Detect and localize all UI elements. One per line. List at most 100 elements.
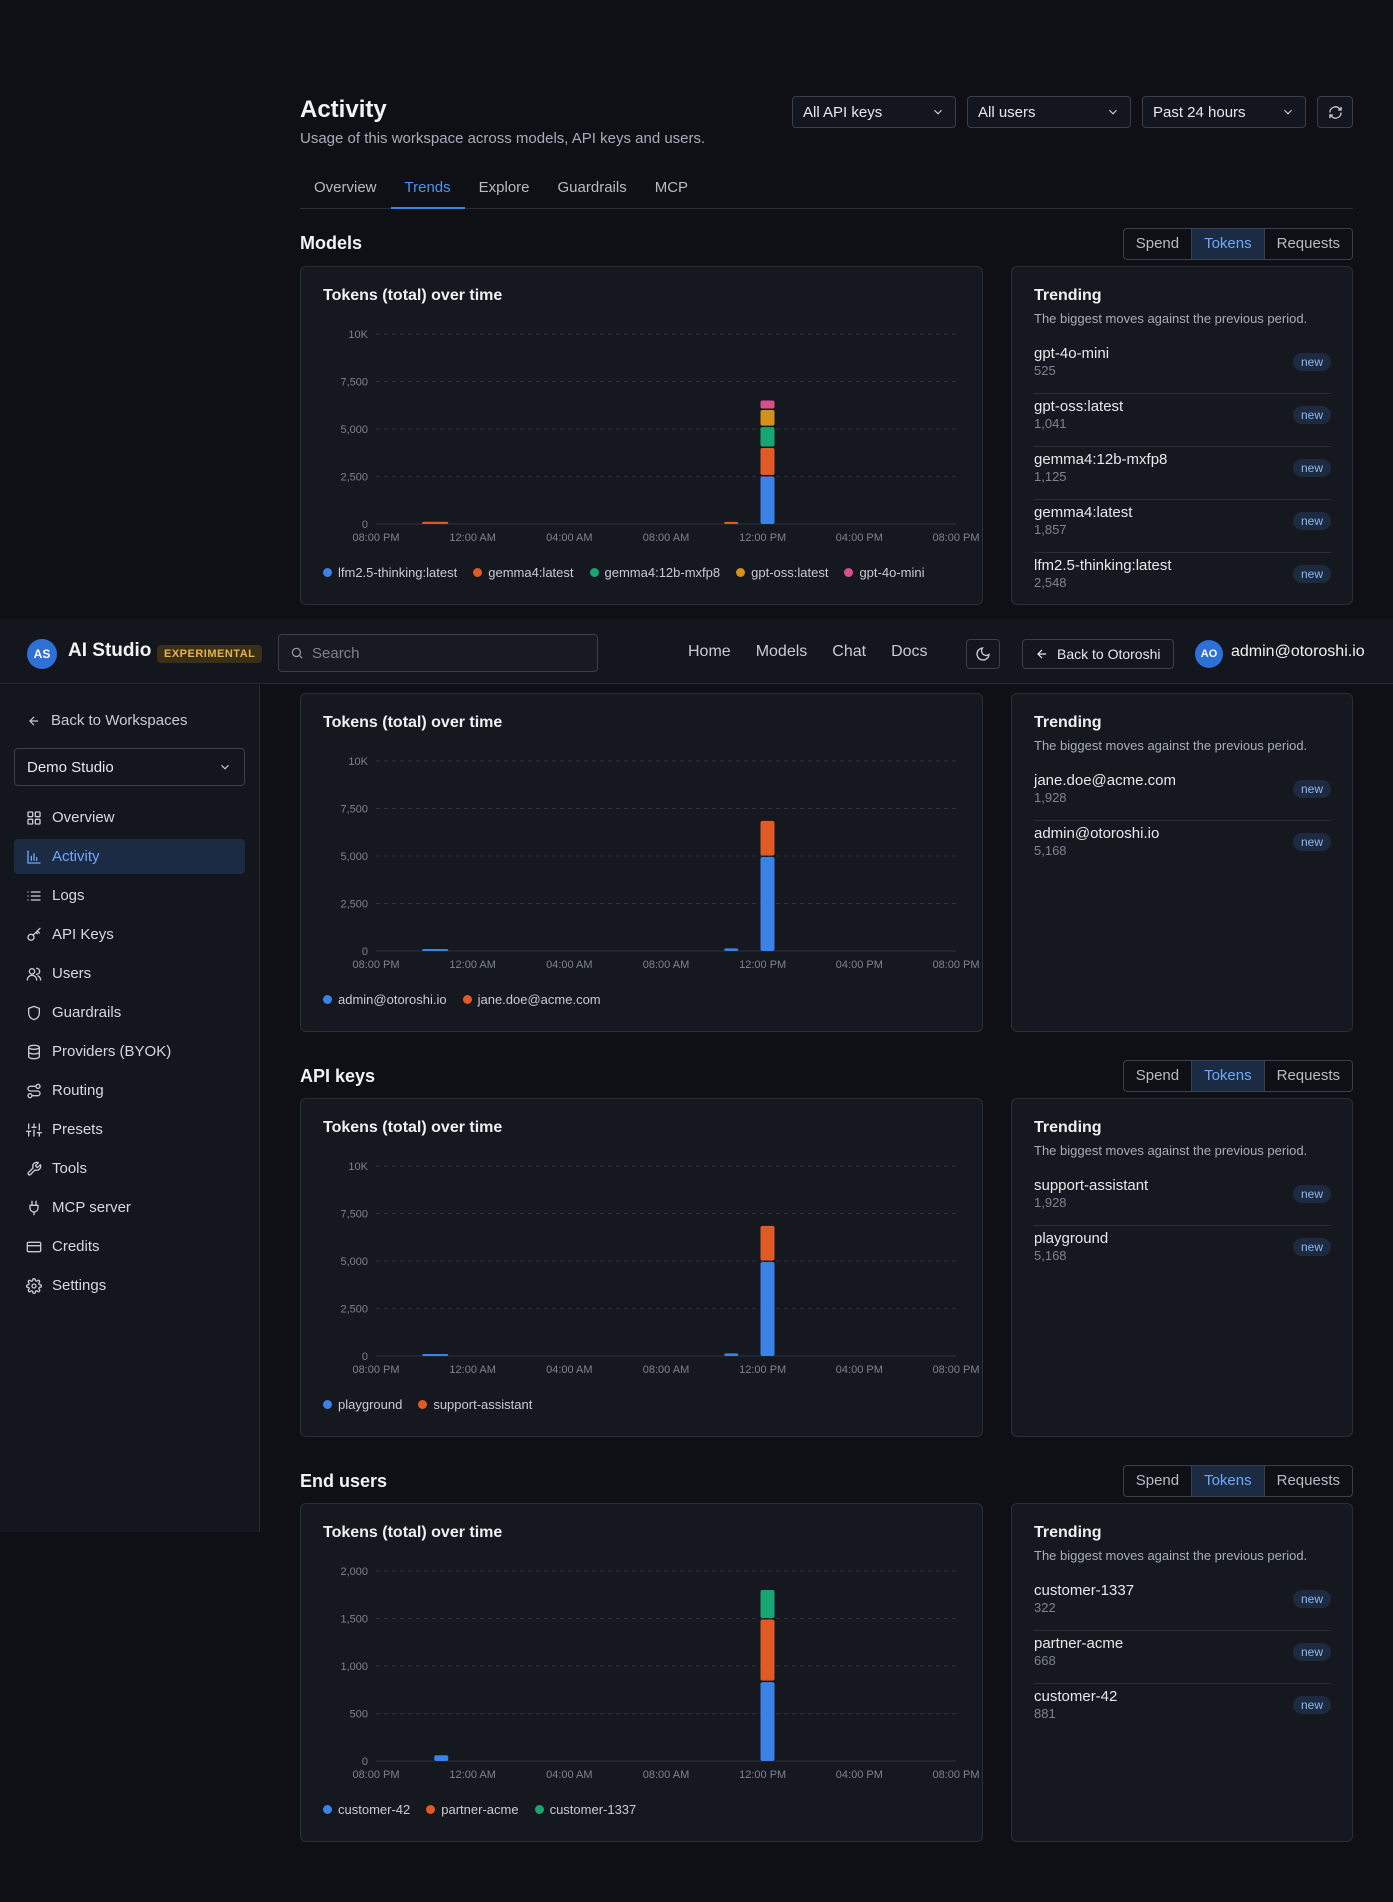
bar-segment[interactable] bbox=[724, 1353, 739, 1356]
bar-segment[interactable] bbox=[760, 410, 775, 426]
sidebar-item-guardrails[interactable]: Guardrails bbox=[14, 995, 245, 1030]
nav-link-docs[interactable]: Docs bbox=[891, 643, 928, 660]
list-item[interactable]: partner-acme 668 new bbox=[1034, 1631, 1331, 1684]
list-item[interactable]: gpt-oss:latest 1,041 new bbox=[1034, 394, 1331, 447]
bar-segment[interactable] bbox=[760, 1590, 775, 1618]
refresh-button[interactable] bbox=[1317, 96, 1353, 128]
bar-segment[interactable] bbox=[422, 521, 437, 524]
sidebar-item-providers-byok[interactable]: Providers (BYOK) bbox=[14, 1034, 245, 1069]
tab-mcp[interactable]: MCP bbox=[654, 179, 689, 196]
grid-icon bbox=[27, 810, 41, 825]
legend-item[interactable]: gpt-4o-mini bbox=[844, 565, 924, 580]
sidebar-item-api-keys[interactable]: API Keys bbox=[14, 917, 245, 952]
sidebar-item-overview[interactable]: Overview bbox=[14, 800, 245, 835]
bar-segment[interactable] bbox=[760, 1682, 775, 1761]
list-item[interactable]: customer-1337 322 new bbox=[1034, 1578, 1331, 1631]
spend-toggle[interactable]: Spend bbox=[1135, 1472, 1180, 1489]
list-item[interactable]: admin@otoroshi.io 5,168 new bbox=[1034, 821, 1331, 874]
legend-item[interactable]: partner-acme bbox=[426, 1802, 519, 1817]
sidebar-item-credits[interactable]: Credits bbox=[14, 1229, 245, 1264]
search-input[interactable] bbox=[312, 644, 572, 662]
status-badge: new bbox=[1292, 1238, 1331, 1256]
trending-list: jane.doe@acme.com 1,928 new admin@otoroshi.… bbox=[1034, 768, 1331, 874]
api-keys-filter[interactable]: All API keys bbox=[792, 96, 956, 128]
back-to-otoroshi-label: Back to Otoroshi bbox=[1057, 646, 1161, 662]
legend-item[interactable]: support-assistant bbox=[418, 1397, 532, 1412]
sidebar-item-mcp-server[interactable]: MCP server bbox=[14, 1190, 245, 1225]
legend-item[interactable]: lfm2.5-thinking:latest bbox=[323, 565, 457, 580]
legend-item[interactable]: customer-42 bbox=[323, 1802, 410, 1817]
legend-swatch bbox=[426, 1805, 436, 1814]
plug-icon bbox=[29, 1200, 39, 1215]
tab-guardrails[interactable]: Guardrails bbox=[557, 179, 627, 196]
theme-toggle-button[interactable] bbox=[966, 639, 1000, 669]
legend-item[interactable]: gemma4:latest bbox=[473, 565, 574, 580]
back-to-workspaces-link[interactable]: Back to Workspaces bbox=[27, 712, 187, 729]
bar-segment[interactable] bbox=[760, 856, 775, 951]
bar-segment[interactable] bbox=[434, 1354, 449, 1356]
spend-toggle[interactable]: Spend bbox=[1135, 235, 1180, 252]
nav-link-chat[interactable]: Chat bbox=[832, 643, 867, 660]
tab-overview[interactable]: Overview bbox=[314, 179, 377, 196]
sidebar-item-tools[interactable]: Tools bbox=[14, 1151, 245, 1186]
sidebar-item-settings[interactable]: Settings bbox=[14, 1268, 245, 1303]
sidebar-item-activity[interactable]: Activity bbox=[14, 839, 245, 874]
list-item[interactable]: customer-42 881 new bbox=[1034, 1684, 1331, 1737]
list-item[interactable]: jane.doe@acme.com 1,928 new bbox=[1034, 768, 1331, 821]
legend-item[interactable]: gpt-oss:latest bbox=[736, 565, 828, 580]
legend-item[interactable]: admin@otoroshi.io bbox=[323, 992, 447, 1007]
tab-trends[interactable]: Trends bbox=[390, 168, 465, 209]
legend-swatch bbox=[323, 568, 332, 577]
bar-segment[interactable] bbox=[760, 820, 775, 856]
bar-segment[interactable] bbox=[724, 948, 739, 951]
nav-links: Home Models Chat Docs bbox=[688, 643, 928, 661]
bar-segment[interactable] bbox=[760, 476, 775, 525]
sidebar-item-presets[interactable]: Presets bbox=[14, 1112, 245, 1147]
bar-segment[interactable] bbox=[422, 1354, 437, 1356]
bar-segment[interactable] bbox=[724, 521, 739, 524]
bar-segment[interactable] bbox=[760, 427, 775, 447]
legend-item[interactable]: gemma4:12b-mxfp8 bbox=[589, 565, 720, 580]
bar-segment[interactable] bbox=[760, 1619, 775, 1681]
nav-link-home[interactable]: Home bbox=[688, 643, 731, 660]
time-range-filter[interactable]: Past 24 hours bbox=[1142, 96, 1306, 128]
x-tick-label: 04:00 AM bbox=[546, 532, 592, 544]
bar-segment[interactable] bbox=[760, 400, 775, 409]
legend-item[interactable]: jane.doe@acme.com bbox=[462, 992, 601, 1007]
legend-item[interactable]: playground bbox=[323, 1397, 402, 1412]
bar-segment[interactable] bbox=[422, 949, 437, 951]
back-to-otoroshi-button[interactable]: Back to Otoroshi bbox=[1022, 639, 1174, 669]
tokens-toggle[interactable]: Tokens bbox=[1191, 1466, 1264, 1496]
list-item[interactable]: support-assistant 1,928 new bbox=[1034, 1173, 1331, 1226]
bar-segment[interactable] bbox=[760, 448, 775, 475]
bar-segment[interactable] bbox=[434, 1755, 449, 1761]
list-item[interactable]: lfm2.5-thinking:latest 2,548 new bbox=[1034, 553, 1331, 606]
list-item[interactable]: playground 5,168 new bbox=[1034, 1226, 1331, 1279]
requests-toggle[interactable]: Requests bbox=[1263, 1466, 1352, 1496]
bar-segment[interactable] bbox=[434, 949, 449, 951]
bar-segment[interactable] bbox=[434, 521, 449, 524]
sidebar-item-routing[interactable]: Routing bbox=[14, 1073, 245, 1108]
bar-segment[interactable] bbox=[760, 1261, 775, 1356]
logo[interactable]: AS bbox=[27, 639, 57, 669]
bar-segment[interactable] bbox=[760, 1225, 775, 1261]
list-item[interactable]: gemma4:12b-mxfp8 1,125 new bbox=[1034, 447, 1331, 500]
legend-item[interactable]: customer-1337 bbox=[534, 1802, 636, 1817]
wrench-icon bbox=[27, 1161, 42, 1176]
tab-explore[interactable]: Explore bbox=[478, 179, 530, 196]
requests-toggle[interactable]: Requests bbox=[1263, 1061, 1352, 1091]
workspace-select[interactable]: Demo Studio bbox=[14, 748, 245, 786]
list-item[interactable]: gemma4:latest 1,857 new bbox=[1034, 500, 1331, 553]
sidebar-item-logs[interactable]: Logs bbox=[14, 878, 245, 913]
requests-toggle[interactable]: Requests bbox=[1263, 229, 1352, 259]
nav-link-models[interactable]: Models bbox=[755, 643, 808, 660]
brand-name[interactable]: AI Studio bbox=[68, 640, 152, 661]
avatar[interactable]: AO bbox=[1195, 640, 1223, 668]
sidebar-item-users[interactable]: Users bbox=[14, 956, 245, 991]
spend-toggle[interactable]: Spend bbox=[1135, 1067, 1180, 1084]
tokens-toggle[interactable]: Tokens bbox=[1191, 1061, 1264, 1091]
list-item[interactable]: gpt-4o-mini 525 new bbox=[1034, 341, 1331, 394]
user-email[interactable]: admin@otoroshi.io bbox=[1231, 643, 1365, 660]
tokens-toggle[interactable]: Tokens bbox=[1191, 229, 1264, 259]
users-filter[interactable]: All users bbox=[967, 96, 1131, 128]
